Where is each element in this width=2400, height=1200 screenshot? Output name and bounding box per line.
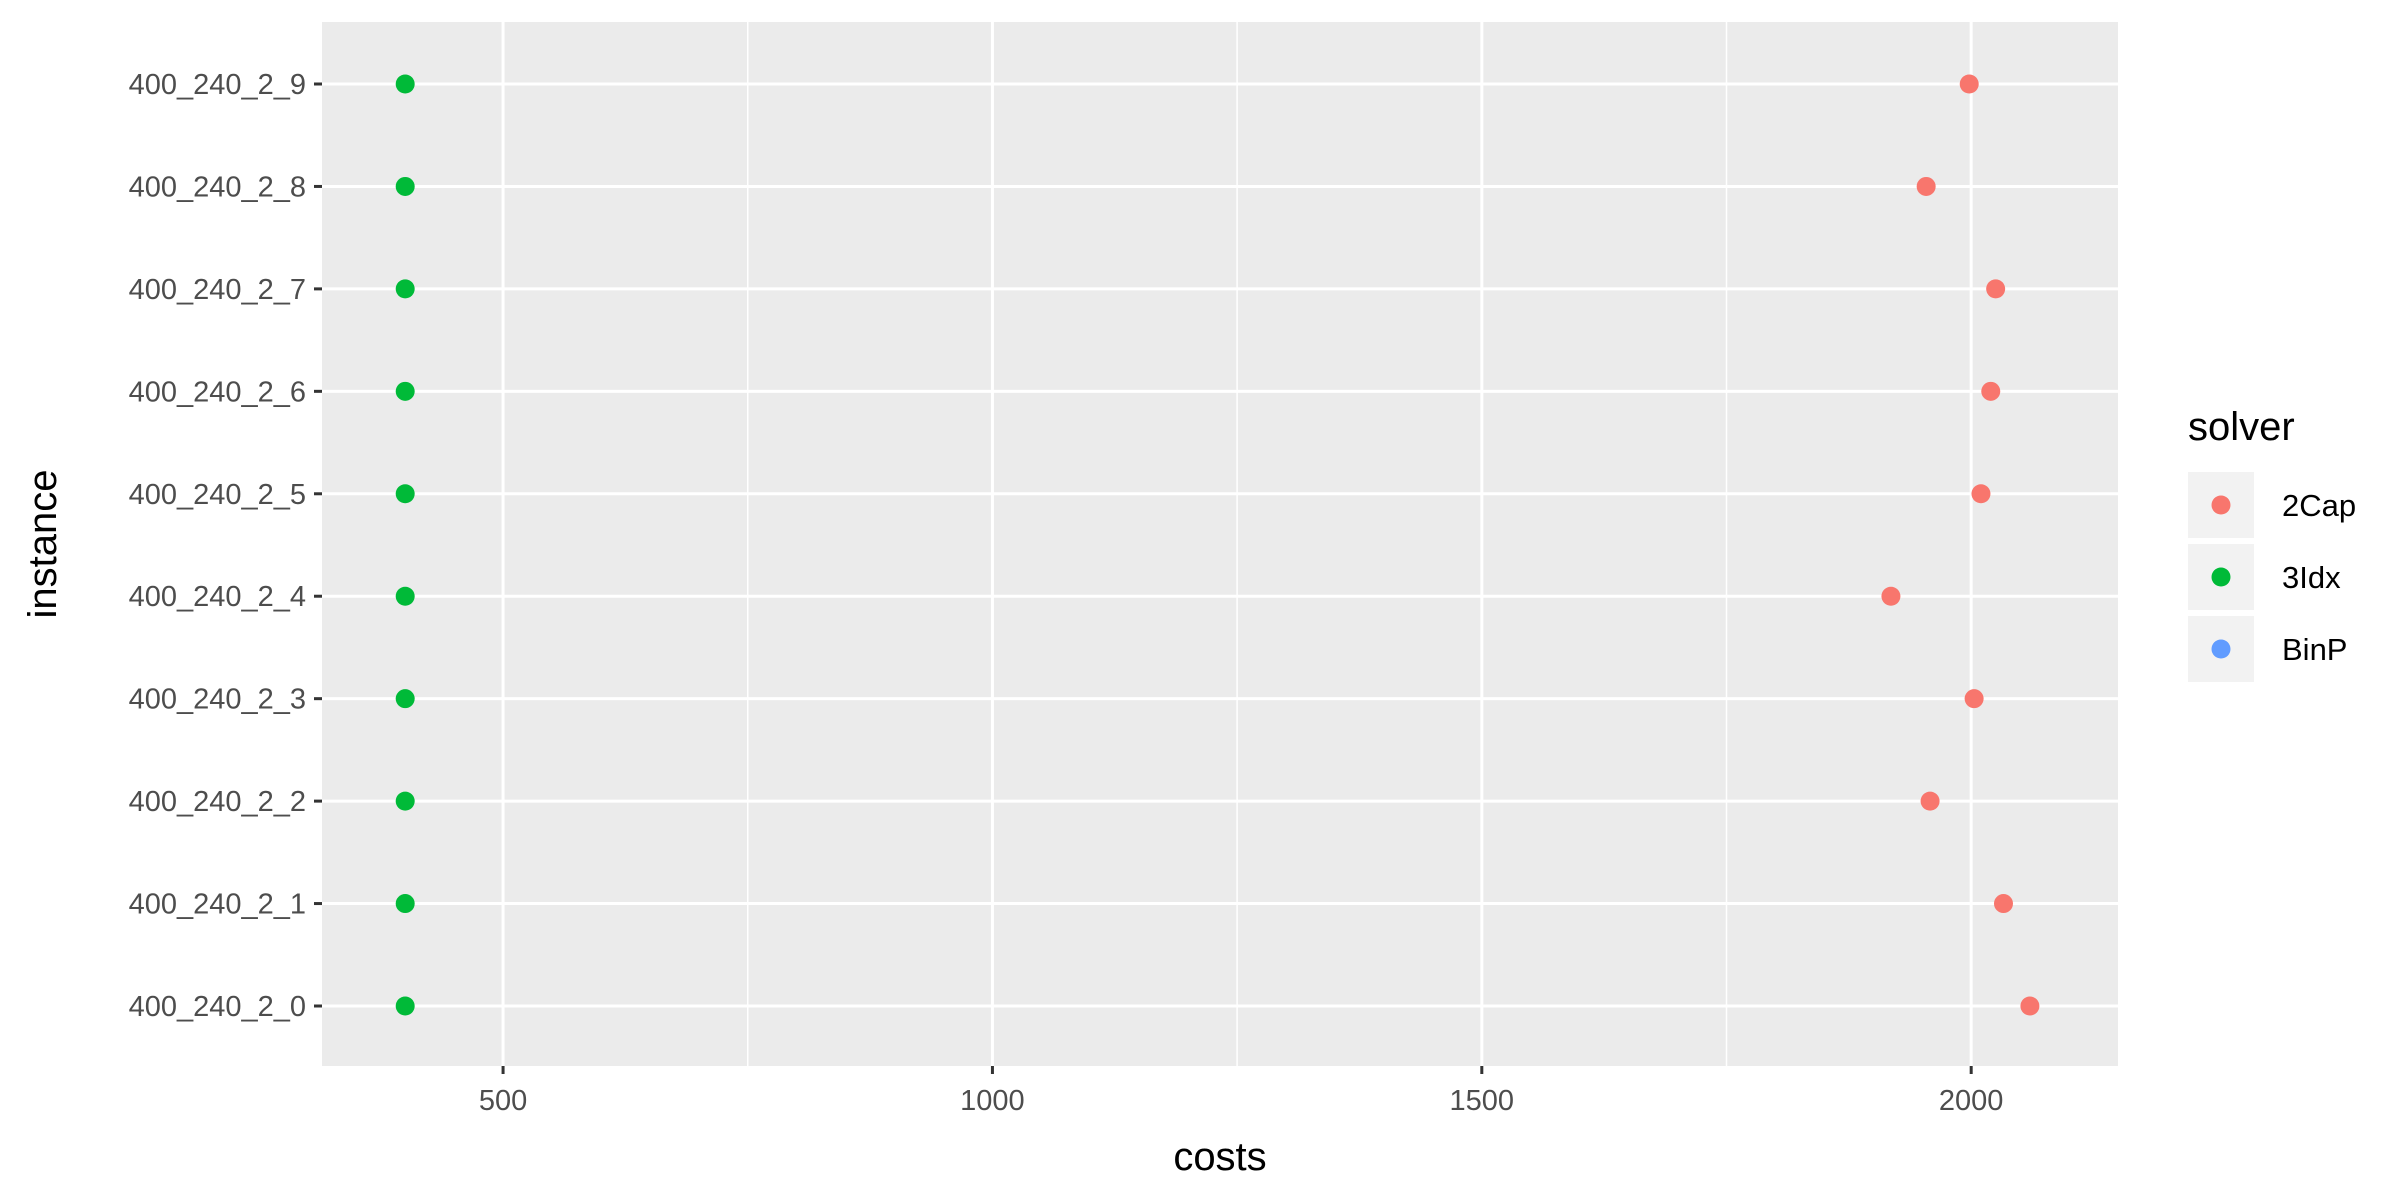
point-2Cap	[1959, 74, 1979, 94]
point-3Idx	[395, 586, 415, 606]
legend-title: solver	[2188, 405, 2295, 449]
legend: solver 2Cap 3Idx BinP	[2188, 405, 2356, 682]
legend-label-BinP: BinP	[2282, 632, 2347, 667]
x-tick-label: 2000	[1939, 1085, 2004, 1117]
y-tick-label: 400_240_2_1	[129, 889, 306, 921]
point-2Cap	[1964, 689, 1984, 709]
point-3Idx	[395, 176, 415, 196]
legend-label-2Cap: 2Cap	[2282, 488, 2356, 523]
legend-label-3Idx: 3Idx	[2282, 560, 2341, 595]
point-2Cap	[1981, 381, 2001, 401]
point-2Cap	[1920, 791, 1940, 811]
grid-minor	[747, 22, 1728, 1066]
y-axis-title: instance	[21, 470, 65, 619]
y-tick-label: 400_240_2_5	[129, 479, 306, 511]
point-2Cap	[1881, 586, 1901, 606]
y-tick-label: 400_240_2_9	[129, 69, 306, 101]
y-tick-label: 400_240_2_0	[129, 991, 306, 1023]
legend-marker-2Cap	[2211, 495, 2231, 515]
legend-marker-3Idx	[2211, 567, 2231, 587]
y-tick-label: 400_240_2_7	[129, 274, 306, 306]
y-tick-label: 400_240_2_2	[129, 786, 306, 818]
y-tick-label: 400_240_2_6	[129, 376, 306, 408]
legend-marker-BinP	[2211, 639, 2231, 659]
point-3Idx	[395, 894, 415, 914]
point-3Idx	[395, 74, 415, 94]
x-tick-label: 1500	[1450, 1085, 1515, 1117]
point-3Idx	[395, 279, 415, 299]
data-points	[395, 74, 2040, 1016]
grid-major	[322, 22, 2118, 1066]
point-2Cap	[2020, 996, 2040, 1016]
point-3Idx	[395, 381, 415, 401]
point-2Cap	[1986, 279, 2006, 299]
point-3Idx	[395, 996, 415, 1016]
point-2Cap	[1993, 894, 2013, 914]
y-tick-label: 400_240_2_3	[129, 684, 306, 716]
y-tick-label: 400_240_2_8	[129, 171, 306, 203]
point-3Idx	[395, 791, 415, 811]
y-axis: 400_240_2_0 400_240_2_1 400_240_2_2 400_240…	[129, 69, 322, 1023]
x-axis-title: costs	[1173, 1135, 1266, 1179]
point-3Idx	[395, 689, 415, 709]
y-tick-label: 400_240_2_4	[129, 581, 306, 613]
panel-background	[322, 22, 2118, 1066]
x-tick-label: 500	[479, 1085, 527, 1117]
x-tick-label: 1000	[960, 1085, 1025, 1117]
x-axis: 500 1000 1500 2000	[479, 1066, 2004, 1117]
point-2Cap	[1916, 176, 1936, 196]
point-3Idx	[395, 484, 415, 504]
point-2Cap	[1971, 484, 1991, 504]
